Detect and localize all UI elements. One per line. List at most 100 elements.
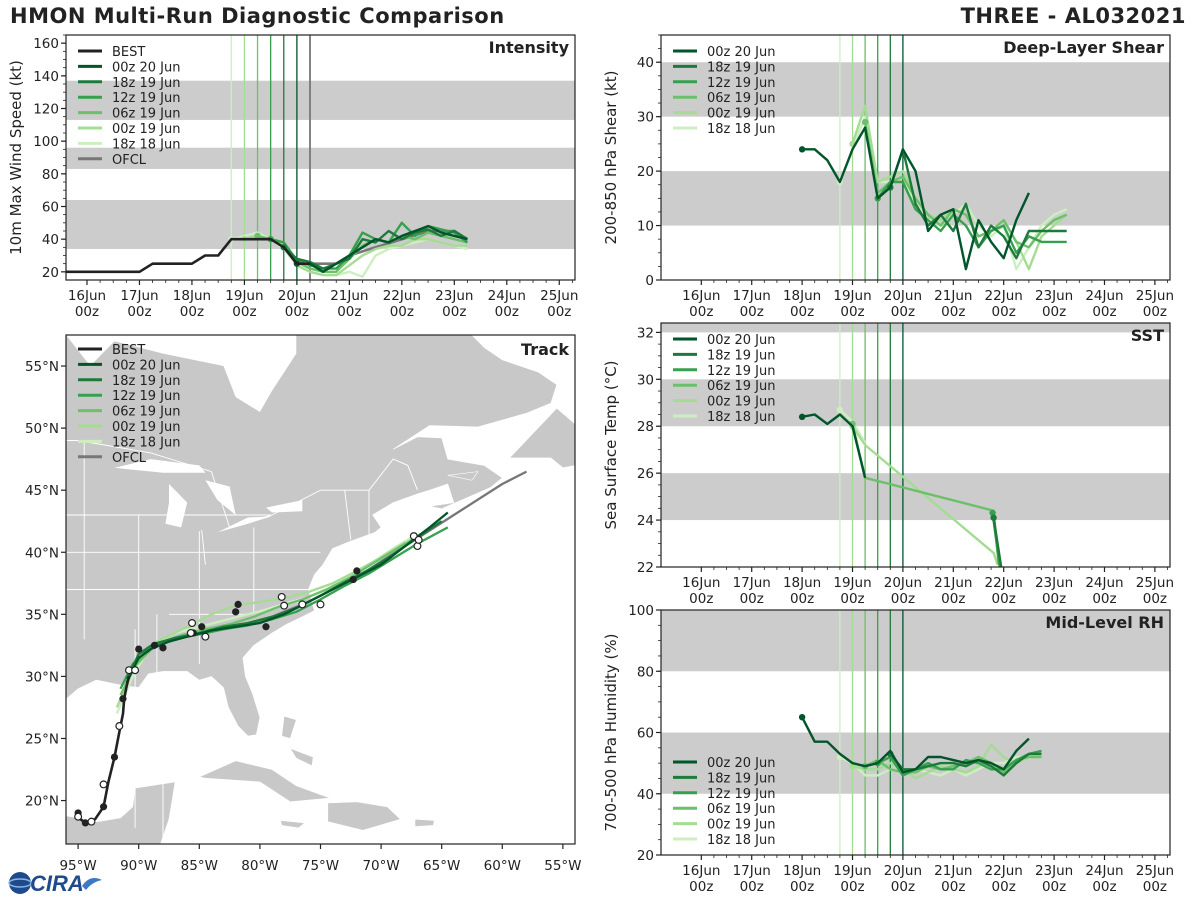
rh-xtick-hour: 00z	[941, 879, 965, 895]
rh-legend-label: 00z 19 Jun	[707, 818, 776, 833]
intensity-series-best	[66, 237, 310, 274]
sst-xtick-date: 22Jun	[985, 575, 1023, 591]
sst-band	[661, 379, 1170, 427]
track-ytick-label: 45°N	[25, 483, 59, 499]
shear-xtick-hour: 00z	[1143, 304, 1167, 320]
shear-xtick-hour: 00z	[1092, 304, 1116, 320]
intensity-xtick-date: 23Jun	[435, 288, 473, 304]
shear-ytick-label: 20	[637, 164, 654, 180]
sst-legend-label: 00z 19 Jun	[707, 395, 776, 410]
boundary-line	[66, 440, 418, 528]
sst-xtick-date: 25Jun	[1136, 575, 1174, 591]
intensity-ytick-label: 60	[42, 200, 59, 216]
track-marker-filled	[135, 645, 143, 653]
sst-legend-label: 18z 18 Jun	[707, 410, 776, 425]
track-marker-open	[131, 666, 140, 675]
great-lake	[114, 459, 206, 473]
track-marker-filled	[349, 575, 357, 584]
track-xtick-label: 70°W	[362, 858, 399, 874]
shear-xtick-date: 20Jun	[884, 288, 922, 304]
rh-xtick-hour: 00z	[840, 879, 864, 895]
sst-ytick-label: 26	[637, 466, 654, 482]
shear-series-18z-19-jun	[889, 148, 1067, 260]
rh-xtick-hour: 00z	[689, 879, 713, 895]
newfoundland-land	[508, 407, 575, 469]
rh-xtick-date: 23Jun	[1035, 863, 1073, 879]
bahamas-land	[289, 747, 314, 767]
track-ytick-label: 20°N	[25, 794, 59, 810]
sst-xtick-hour: 00z	[689, 591, 713, 607]
intensity-xtick-hour: 00z	[495, 304, 519, 320]
puerto-rico-land	[414, 818, 435, 827]
shear-xtick-date: 23Jun	[1035, 288, 1073, 304]
track-marker-filled	[198, 623, 206, 631]
great-lake	[205, 480, 236, 515]
shear-title: Deep-Layer Shear	[1003, 38, 1164, 57]
sst-series-18z-19-jun	[992, 517, 1003, 567]
intensity-ytick-label: 40	[42, 232, 59, 248]
intensity-xtick-hour: 00z	[232, 304, 256, 320]
track-ytick-label: 40°N	[25, 545, 59, 561]
globe-icon	[9, 872, 31, 894]
track-ytick-label: 25°N	[25, 731, 59, 747]
shear-ylabel: 200-850 hPa Shear (kt)	[602, 71, 620, 245]
shear-series-06z-19-jun	[863, 121, 1068, 249]
hispaniola-land	[327, 801, 402, 831]
shear-ytick-label: 30	[637, 110, 654, 126]
track-legend-label: 00z 19 Jun	[112, 420, 181, 435]
shear-xtick-hour: 00z	[840, 304, 864, 320]
rh-xtick-date: 21Jun	[934, 863, 972, 879]
sst-xtick-date: 21Jun	[934, 575, 972, 591]
track-legend-label: 18z 19 Jun	[112, 374, 181, 389]
intensity-ytick-label: 20	[42, 265, 59, 281]
track-marker-filled	[232, 608, 240, 616]
rh-xtick-date: 22Jun	[985, 863, 1023, 879]
track-marker-open	[115, 722, 124, 731]
sst-point	[798, 413, 806, 421]
sst-ytick-label: 30	[637, 372, 654, 388]
shear-series-12z-19-jun	[876, 180, 1067, 255]
intensity-series-18z-19-jun	[283, 228, 469, 270]
sst-legend-label: 12z 19 Jun	[707, 364, 776, 379]
rh-panel: 2040608010016Jun00z17Jun00z18Jun00z19Jun…	[602, 603, 1174, 895]
rh-xtick-hour: 00z	[1092, 879, 1116, 895]
track-marker-open	[186, 628, 195, 637]
rh-legend-label: 00z 20 Jun	[707, 756, 776, 771]
jamaica-land	[280, 820, 306, 829]
intensity-xtick-date: 25Jun	[540, 288, 578, 304]
page-title-right: THREE - AL032021	[960, 4, 1186, 28]
intensity-legend-label: 12z 19 Jun	[112, 91, 181, 106]
shear-xtick-hour: 00z	[941, 304, 965, 320]
great-lake	[266, 500, 303, 513]
shear-ytick-label: 0	[645, 273, 654, 289]
track-xtick-label: 75°W	[302, 858, 339, 874]
track-series-18z-19-jun	[125, 520, 443, 680]
sst-ytick-label: 28	[637, 419, 654, 435]
shear-xtick-date: 24Jun	[1085, 288, 1123, 304]
rh-xtick-hour: 00z	[740, 879, 764, 895]
intensity-xtick-hour: 00z	[390, 304, 414, 320]
track-marker-filled	[99, 803, 108, 811]
intensity-xtick-date: 20Jun	[278, 288, 316, 304]
track-marker-open	[74, 812, 83, 821]
rh-title: Mid-Level RH	[1045, 613, 1164, 632]
shear-point	[798, 146, 806, 153]
rh-ylabel: 700-500 hPa Humidity (%)	[602, 633, 620, 831]
track-series-00z-20-jun	[125, 511, 449, 684]
track-legend-label: 12z 19 Jun	[112, 389, 181, 404]
shear-xtick-date: 25Jun	[1136, 288, 1174, 304]
track-marker-open	[414, 535, 423, 544]
great-lake	[165, 484, 188, 528]
shear-xtick-date: 19Jun	[833, 288, 871, 304]
intensity-legend-label: 00z 19 Jun	[112, 122, 181, 137]
rh-ytick-label: 20	[637, 848, 654, 864]
track-ytick-label: 55°N	[25, 359, 59, 375]
intensity-xtick-date: 22Jun	[383, 288, 421, 304]
sst-legend-label: 00z 20 Jun	[707, 333, 776, 348]
rh-xtick-date: 24Jun	[1085, 863, 1123, 879]
rh-xtick-date: 18Jun	[783, 863, 821, 879]
track-xtick-label: 80°W	[241, 858, 278, 874]
rh-xtick-hour: 00z	[891, 879, 915, 895]
sst-series-00z-19-jun	[851, 425, 999, 566]
